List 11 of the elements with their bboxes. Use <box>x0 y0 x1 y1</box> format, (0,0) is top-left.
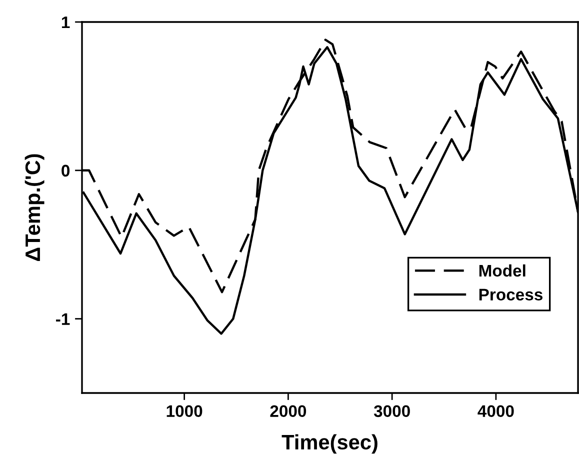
y-axis-title: ΔTemp.('C) <box>24 154 44 261</box>
x-tick-label: 2000 <box>270 405 306 418</box>
legend-label: Process <box>479 288 542 301</box>
x-tick-label: 1000 <box>166 405 202 418</box>
y-tick-label: 1 <box>62 16 70 28</box>
y-tick-label: -1 <box>56 313 70 325</box>
x-tick-label: 4000 <box>478 405 514 418</box>
x-axis-title: Time(sec) <box>282 434 378 454</box>
x-tick-label: 3000 <box>374 405 410 418</box>
legend-label: Model <box>479 264 526 277</box>
y-tick-label: 0 <box>62 164 70 177</box>
